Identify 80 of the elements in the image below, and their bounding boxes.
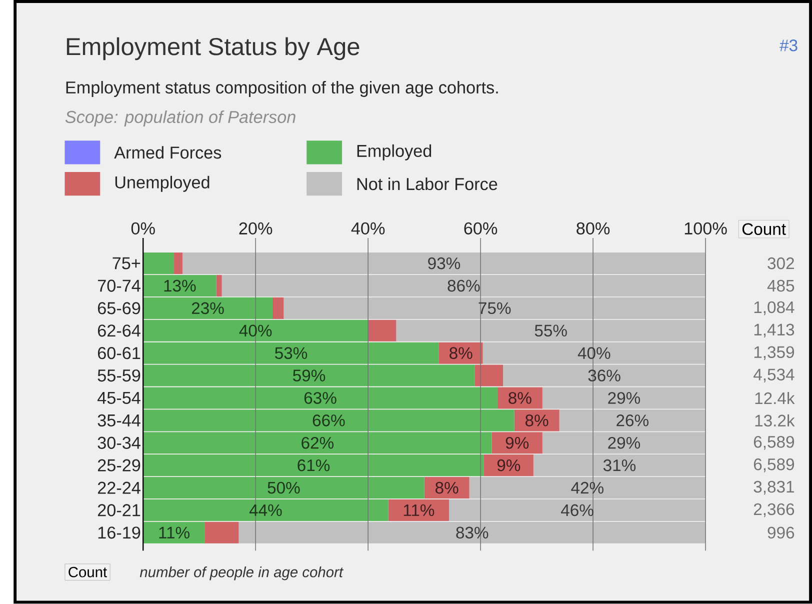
bar [216,275,222,297]
y-tick-label: 25-29 [98,459,140,472]
data-label: 42% [571,482,604,494]
text: 4,534 [754,368,794,383]
data-label: 8% [450,347,472,360]
text: 485 [767,280,794,292]
data-label: 36% [588,370,620,382]
text: 13.2k [755,414,795,427]
text: 6,589 [754,436,794,450]
data-label: 75% [478,302,511,314]
text: 1,413 [754,324,794,338]
y-tick-label: 55-59 [98,370,140,382]
text: number of people in age cohort [140,566,344,580]
data-label: 40% [578,347,610,360]
data-label: 93% [428,258,460,270]
data-label: 13% [164,280,196,292]
data-label: 8% [508,392,532,404]
x-tick-label: 60% [464,222,498,235]
y-tick-label: 60-61 [98,347,140,360]
text: 2,366 [754,503,794,518]
y-tick-label: 16-19 [98,526,140,539]
bar [174,252,182,274]
y-tick-label: 20-21 [98,504,140,516]
x-tick-label: 40% [351,222,385,235]
legend-label: Unemployed [115,176,210,192]
data-label: 44% [249,504,282,516]
y-tick-label: 70-74 [98,280,140,292]
data-label: 63% [304,392,336,404]
data-label: 11% [159,526,190,539]
data-label: 9% [506,437,529,449]
text: 1,359 [754,346,794,360]
x-tick-label: 100% [684,222,727,235]
text: 996 [768,526,794,539]
text: Count [68,567,107,578]
data-label: 55% [534,324,567,337]
text: Scope: population of Paterson [65,110,296,127]
data-label: 26% [616,414,648,426]
x-tick-label: 20% [239,222,272,235]
text: 3,831 [754,481,794,495]
data-label: 40% [239,324,272,337]
data-label: 29% [608,437,640,449]
y-tick-label: 35-44 [98,414,140,427]
text: 302 [768,258,794,270]
legend-label: Not in Labor Force [357,178,498,190]
y-tick-label: 75+ [112,257,140,270]
x-tick-label: 0% [131,222,155,235]
data-label: 66% [312,414,345,426]
bar [204,522,239,544]
y-tick-label: 65-69 [98,302,140,314]
chart-subtitle: Employment status composition of the given age cohorts. [66,81,498,98]
data-label: 61% [298,460,330,472]
text: #3 [780,40,798,52]
data-label: 59% [293,370,326,382]
y-tick-label: 30-34 [98,436,140,450]
legend-label: Armed Forces [114,146,222,159]
data-label: 8% [435,482,458,494]
y-tick-label: 62-64 [98,324,140,337]
text: 12.4k [755,392,795,404]
bar [272,298,284,320]
x-tick-label: 80% [576,222,610,235]
data-label: 23% [192,302,224,314]
data-label: 31% [603,460,636,472]
data-label: 62% [302,437,334,449]
chart-title: Employment Status by Age [66,37,360,60]
text: 6,589 [754,458,794,472]
text: Count [742,223,786,236]
y-tick-label: 22-24 [98,482,140,494]
legend-label: Employed [357,144,432,161]
y-tick-label: 45-54 [98,392,140,404]
data-label: 53% [275,347,308,360]
data-label: 50% [268,482,300,494]
data-label: 83% [456,526,488,539]
data-label: 46% [561,504,594,516]
text: 1,084 [754,301,794,316]
data-label: 86% [448,280,480,292]
data-label: 8% [525,414,548,426]
data-label: 11% [404,504,434,516]
data-label: 29% [608,392,640,404]
bar [368,320,396,342]
data-label: 9% [497,460,520,472]
